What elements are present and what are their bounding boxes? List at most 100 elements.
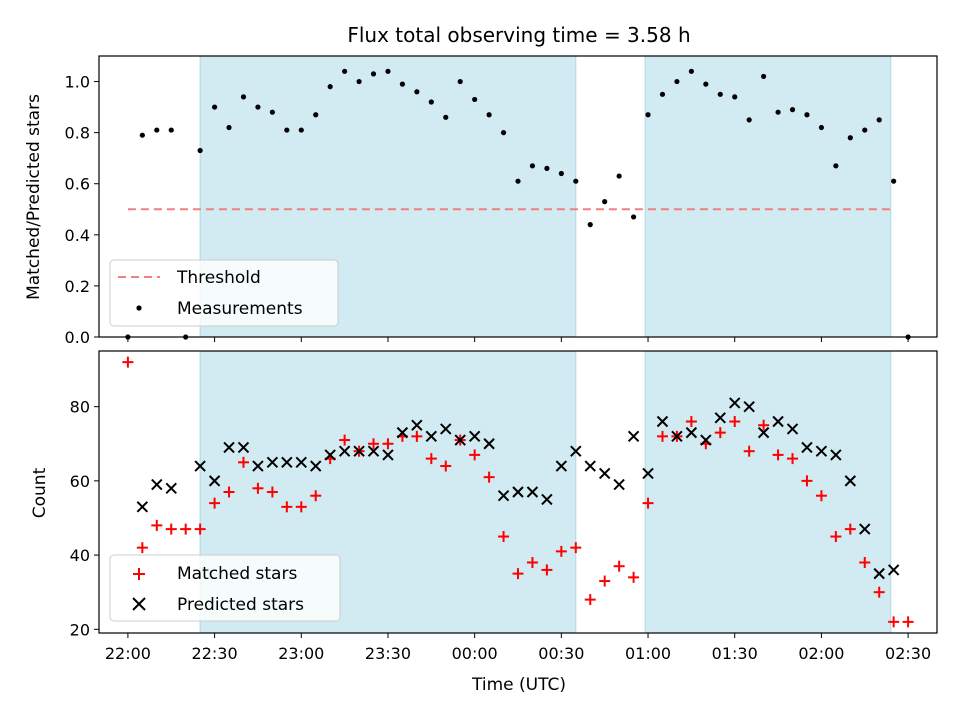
x-tick-label: 01:30 bbox=[712, 644, 758, 663]
matched-star-point bbox=[613, 560, 625, 572]
y-tick-label: 40 bbox=[70, 546, 90, 565]
x-tick-label: 00:00 bbox=[452, 644, 498, 663]
x-tick-label: 23:00 bbox=[278, 644, 324, 663]
predicted-star-point bbox=[859, 523, 871, 535]
predicted-star-point bbox=[555, 460, 568, 472]
shaded-region-2 bbox=[644, 350, 892, 634]
measurement-point bbox=[573, 178, 579, 184]
measurement-point bbox=[472, 96, 478, 103]
predicted-star-point bbox=[627, 430, 640, 443]
bottom-panel: 20 40 60 80 22:00 22:30 23:00 23:30 00:00 00:30 0… bbox=[30, 350, 938, 695]
matched-star-point bbox=[165, 523, 177, 535]
matched-star-point bbox=[440, 460, 452, 472]
bottom-shaded-regions bbox=[199, 350, 892, 634]
measurement-point bbox=[139, 132, 145, 138]
predicted-star-point bbox=[353, 445, 365, 457]
measurement-point bbox=[616, 173, 622, 179]
predicted-star-point bbox=[613, 478, 625, 491]
matched-star-point bbox=[888, 616, 900, 628]
matched-star-point bbox=[295, 501, 307, 513]
measurement-point bbox=[876, 117, 882, 123]
predicted-star-point bbox=[830, 449, 842, 461]
top-x-ticks bbox=[127, 337, 909, 342]
matched-star-point bbox=[281, 501, 293, 513]
matched-star-point bbox=[787, 453, 799, 465]
legend-measurements-label: Measurements bbox=[177, 299, 303, 319]
predicted-star-point bbox=[411, 419, 423, 431]
y-tick-label: 20 bbox=[70, 620, 90, 639]
matched-star-point bbox=[772, 449, 784, 461]
measurement-point bbox=[211, 104, 218, 110]
matched-star-point bbox=[310, 490, 322, 502]
matched-star-point bbox=[729, 416, 741, 427]
predicted-star-point bbox=[382, 449, 394, 461]
matched-stars-points bbox=[122, 356, 914, 628]
y-tick-label: 1.0 bbox=[65, 73, 90, 92]
measurement-point bbox=[645, 112, 651, 118]
predicted-star-point bbox=[729, 397, 741, 409]
legend-threshold-label: Threshold bbox=[176, 268, 261, 288]
x-tick-label: 23:30 bbox=[365, 644, 411, 663]
measurement-point bbox=[544, 165, 550, 171]
predicted-star-point bbox=[165, 482, 177, 494]
matched-star-point bbox=[859, 557, 871, 568]
matched-star-point bbox=[512, 568, 524, 580]
measurement-point bbox=[197, 147, 203, 154]
bottom-axes-frame bbox=[98, 350, 938, 634]
predicted-star-point bbox=[801, 441, 813, 454]
y-tick-label: 0.6 bbox=[65, 175, 90, 194]
measurement-point bbox=[674, 78, 680, 85]
measurement-point bbox=[298, 127, 304, 133]
predicted-star-point bbox=[757, 426, 770, 439]
predicted-star-point bbox=[497, 490, 510, 502]
predicted-star-point bbox=[656, 415, 669, 428]
predicted-star-point bbox=[526, 486, 539, 498]
measurement-point bbox=[602, 199, 608, 205]
predicted-star-point bbox=[584, 460, 596, 472]
matched-star-point bbox=[628, 571, 640, 583]
matched-star-point bbox=[844, 523, 856, 535]
legend-predicted-label: Predicted stars bbox=[177, 595, 304, 615]
legend-measurements-swatch bbox=[136, 305, 142, 311]
matched-star-point bbox=[122, 356, 134, 368]
top-legend-box bbox=[109, 259, 339, 327]
matched-star-point bbox=[555, 545, 567, 557]
measurement-point bbox=[630, 214, 637, 220]
predicted-star-point bbox=[136, 501, 149, 513]
matched-star-point bbox=[584, 594, 596, 606]
matched-star-point bbox=[570, 542, 582, 554]
predicted-star-point bbox=[642, 467, 654, 480]
predicted-star-point bbox=[425, 430, 438, 443]
predicted-star-point bbox=[440, 423, 452, 435]
measurement-point bbox=[746, 117, 752, 123]
predicted-star-point bbox=[454, 434, 466, 446]
measurement-point bbox=[717, 91, 723, 97]
top-panel: 0.0 0.2 0.4 0.6 0.8 1.0 Matched/Predicted sta… bbox=[24, 55, 938, 347]
matched-star-point bbox=[815, 490, 827, 502]
top-legend: Threshold Measurements bbox=[109, 259, 339, 327]
bottom-y-axis-label: Count bbox=[30, 467, 50, 518]
y-tick-label: 80 bbox=[70, 398, 90, 417]
matched-star-point bbox=[180, 523, 192, 535]
predicted-star-point bbox=[194, 460, 206, 472]
x-tick-label: 22:30 bbox=[192, 644, 238, 663]
measurement-point bbox=[414, 89, 420, 95]
predicted-star-point bbox=[772, 415, 784, 428]
measurement-point bbox=[443, 114, 449, 120]
predicted-star-point bbox=[700, 434, 712, 446]
predicted-star-point bbox=[468, 430, 481, 443]
matched-star-point bbox=[339, 434, 351, 446]
legend-predicted-swatch bbox=[132, 597, 146, 611]
matched-star-point bbox=[151, 519, 163, 531]
measurement-point bbox=[154, 127, 160, 133]
measurement-point bbox=[558, 170, 564, 177]
matched-star-point bbox=[758, 419, 770, 431]
predicted-star-point bbox=[873, 567, 885, 580]
y-tick-label: 0.4 bbox=[65, 226, 90, 245]
top-y-ticks: 0.0 0.2 0.4 0.6 0.8 1.0 bbox=[65, 73, 99, 347]
measurement-point bbox=[688, 68, 694, 74]
measurement-point bbox=[428, 99, 434, 105]
matched-star-point bbox=[902, 616, 914, 628]
predicted-star-point bbox=[151, 478, 163, 491]
measurement-point bbox=[775, 109, 781, 115]
